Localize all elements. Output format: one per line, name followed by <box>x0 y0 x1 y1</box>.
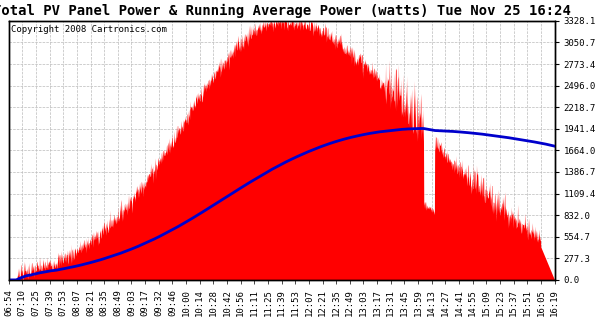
Title: Total PV Panel Power & Running Average Power (watts) Tue Nov 25 16:24: Total PV Panel Power & Running Average P… <box>0 4 571 18</box>
Text: Copyright 2008 Cartronics.com: Copyright 2008 Cartronics.com <box>11 25 167 34</box>
